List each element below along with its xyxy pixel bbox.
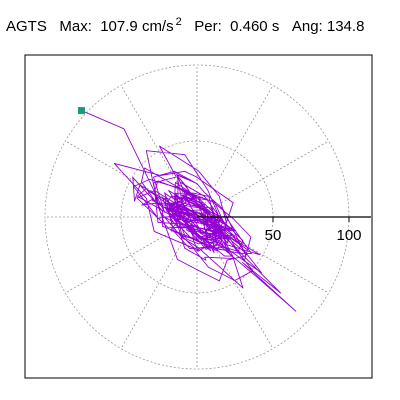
grid-spoke-30 [196, 140, 329, 218]
max-unit-exponent: 2 [175, 16, 182, 28]
chart-header: AGTS Max: 107.9 cm/s 2 Per: 0.460 s Ang: … [6, 16, 365, 35]
x-tick-label-50: 50 [265, 227, 282, 244]
grid-spoke-210 [65, 216, 198, 294]
angle-value: 134.8 [326, 18, 365, 35]
period-value: 0.460 s [230, 18, 280, 35]
angle-label: Ang: [291, 18, 323, 35]
plot-frame [24, 54, 373, 379]
peak-marker-layer [77, 107, 85, 115]
max-label: Max: [59, 18, 92, 35]
peak-marker [77, 107, 85, 115]
grid-spoke-300 [196, 216, 274, 349]
period-label: Per: [194, 18, 222, 35]
station-name: AGTS [6, 18, 47, 35]
max-unit: cm/s [141, 18, 174, 35]
max-value: 107.9 [100, 18, 138, 35]
x-tick-label-100: 100 [336, 227, 361, 244]
particle-motion-trace [81, 110, 297, 312]
x-axis: 50 100 [197, 216, 371, 244]
grid-spoke-60 [196, 85, 274, 218]
trace-path [81, 110, 297, 312]
